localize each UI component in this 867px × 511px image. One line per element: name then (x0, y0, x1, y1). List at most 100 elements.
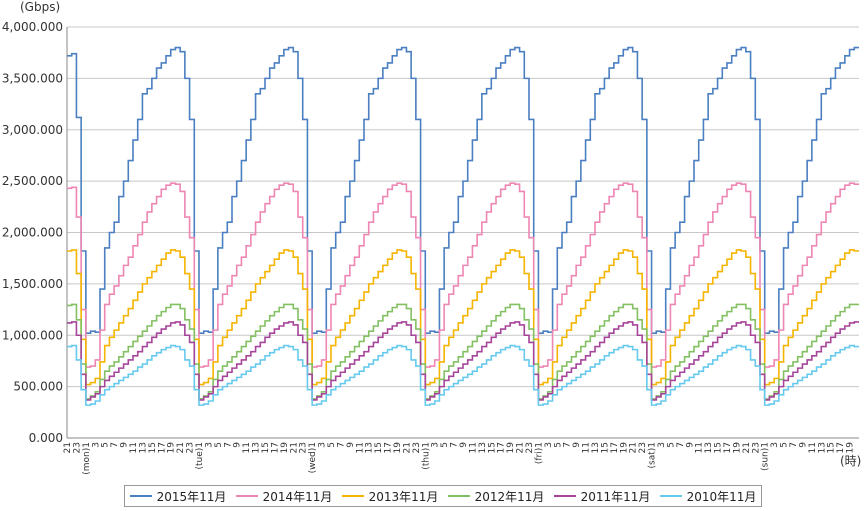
x-tick-label: 15 (374, 442, 384, 453)
x-tick-label: 21 (289, 442, 299, 453)
x-tick-label: 21 (176, 442, 186, 453)
x-tick-label: 11 (355, 442, 365, 453)
x-tick-label: 7 (110, 442, 120, 448)
y-tick-label: 4,000.000 (2, 20, 63, 34)
legend-swatch (553, 495, 576, 497)
x-axis: 21 23 (mon)1 3 5 7 9 11 13 15 17 19 21 23 (tue)1 3 5 7 9 11… (63, 442, 856, 475)
x-tick-label: 17 (270, 442, 280, 453)
x-tick-label: 19 (846, 442, 856, 454)
series-line-0 (67, 46, 859, 334)
legend-swatch (129, 495, 152, 497)
x-tick-label: 3 (544, 442, 554, 448)
y-axis: 0.000 500.000 1,000.000 1,500.000 2,000.000 2… (2, 20, 859, 445)
x-tick-label: 7 (789, 442, 799, 448)
x-tick-label: 13 (704, 442, 714, 453)
x-tick-label: 15 (487, 442, 497, 453)
x-tick-label: 7 (563, 442, 573, 448)
y-axis-unit: (Gbps) (20, 0, 61, 14)
legend-item: 2013年11月 (341, 488, 439, 505)
x-tick-label: 3 (204, 442, 214, 448)
x-tick-label: 7 (336, 442, 346, 448)
x-tick-label: (tue)1 (195, 442, 205, 470)
legend-swatch (447, 495, 470, 497)
x-tick-label: 3 (91, 442, 101, 448)
x-tick-label: 21 (63, 442, 73, 453)
y-tick-label: 1,000.000 (2, 328, 63, 342)
x-tick-label: 5 (327, 442, 337, 448)
x-tick-label: (sat)1 (648, 442, 658, 468)
x-tick-label: 3 (770, 442, 780, 448)
x-tick-label: 9 (798, 442, 808, 448)
x-tick-label: 15 (148, 442, 158, 453)
legend-swatch (341, 495, 364, 497)
x-axis-unit: (時) (840, 454, 862, 468)
x-tick-label: 9 (346, 442, 356, 448)
x-tick-label: 13 (591, 442, 601, 453)
x-tick-label: 21 (629, 442, 639, 453)
x-tick-label: 19 (506, 442, 516, 454)
x-tick-label: 9 (685, 442, 695, 448)
x-tick-label: 23 (412, 442, 422, 453)
x-tick-label: 23 (186, 442, 196, 453)
legend-label: 2013年11月 (368, 489, 439, 504)
x-tick-label: 17 (157, 442, 167, 453)
x-tick-label: 11 (129, 442, 139, 453)
y-tick-label: 3,500.000 (2, 71, 63, 85)
x-tick-label: 19 (280, 442, 290, 454)
x-tick-label: 15 (261, 442, 271, 453)
x-tick-label: 11 (582, 442, 592, 453)
x-tick-label: (mon)1 (82, 442, 92, 475)
x-tick-label: (wed)1 (308, 442, 318, 473)
x-tick-label: 17 (836, 442, 846, 453)
x-tick-label: 23 (299, 442, 309, 453)
legend-label: 2012年11月 (474, 489, 545, 504)
x-tick-label: 11 (808, 442, 818, 453)
legend-swatch (659, 495, 682, 497)
x-tick-label: 21 (742, 442, 752, 453)
x-tick-label: 17 (610, 442, 620, 453)
legend-item: 2014年11月 (235, 488, 333, 505)
x-tick-label: 17 (497, 442, 507, 453)
x-tick-label: 11 (468, 442, 478, 453)
y-tick-label: 2,500.000 (2, 174, 63, 188)
x-tick-label: 13 (817, 442, 827, 453)
legend-item: 2010年11月 (659, 488, 757, 505)
x-tick-label: 23 (638, 442, 648, 453)
legend-item: 2012年11月 (447, 488, 545, 505)
y-tick-label: 3,000.000 (2, 123, 63, 137)
x-tick-label: 19 (732, 442, 742, 454)
y-tick-label: 1,500.000 (2, 277, 63, 291)
y-tick-label: 0.000 (29, 431, 63, 445)
legend-swatch (235, 495, 258, 497)
x-tick-label: 3 (657, 442, 667, 448)
x-tick-label: 15 (600, 442, 610, 453)
y-tick-label: 2,000.000 (2, 226, 63, 240)
legend-item: 2015年11月 (129, 488, 227, 505)
x-tick-label: 23 (525, 442, 535, 453)
x-tick-label: 9 (572, 442, 582, 448)
legend-label: 2014年11月 (262, 489, 333, 504)
x-tick-label: 13 (138, 442, 148, 453)
x-tick-label: 11 (242, 442, 252, 453)
x-tick-label: 13 (478, 442, 488, 453)
x-tick-label: 3 (318, 442, 328, 448)
grid-lines (67, 26, 859, 439)
x-tick-label: (sun)1 (761, 442, 771, 471)
x-tick-label: 9 (120, 442, 130, 448)
legend-item: 2011年11月 (553, 488, 650, 505)
series-lines (67, 46, 859, 406)
x-tick-label: 15 (714, 442, 724, 453)
legend-label: 2015年11月 (156, 489, 227, 504)
x-tick-label: 5 (101, 442, 111, 448)
line-chart: 0.000 500.000 1,000.000 1,500.000 2,000.000 2… (2, 20, 859, 475)
legend-label: 2010年11月 (686, 489, 757, 504)
x-tick-label: (thu)1 (421, 442, 431, 470)
x-tick-label: (fri)1 (534, 442, 544, 464)
x-tick-label: 13 (252, 442, 262, 453)
x-tick-label: 11 (695, 442, 705, 453)
x-tick-label: 17 (723, 442, 733, 453)
x-tick-label: 9 (459, 442, 469, 448)
x-tick-label: 5 (780, 442, 790, 448)
x-tick-label: 13 (365, 442, 375, 453)
x-tick-label: 7 (450, 442, 460, 448)
